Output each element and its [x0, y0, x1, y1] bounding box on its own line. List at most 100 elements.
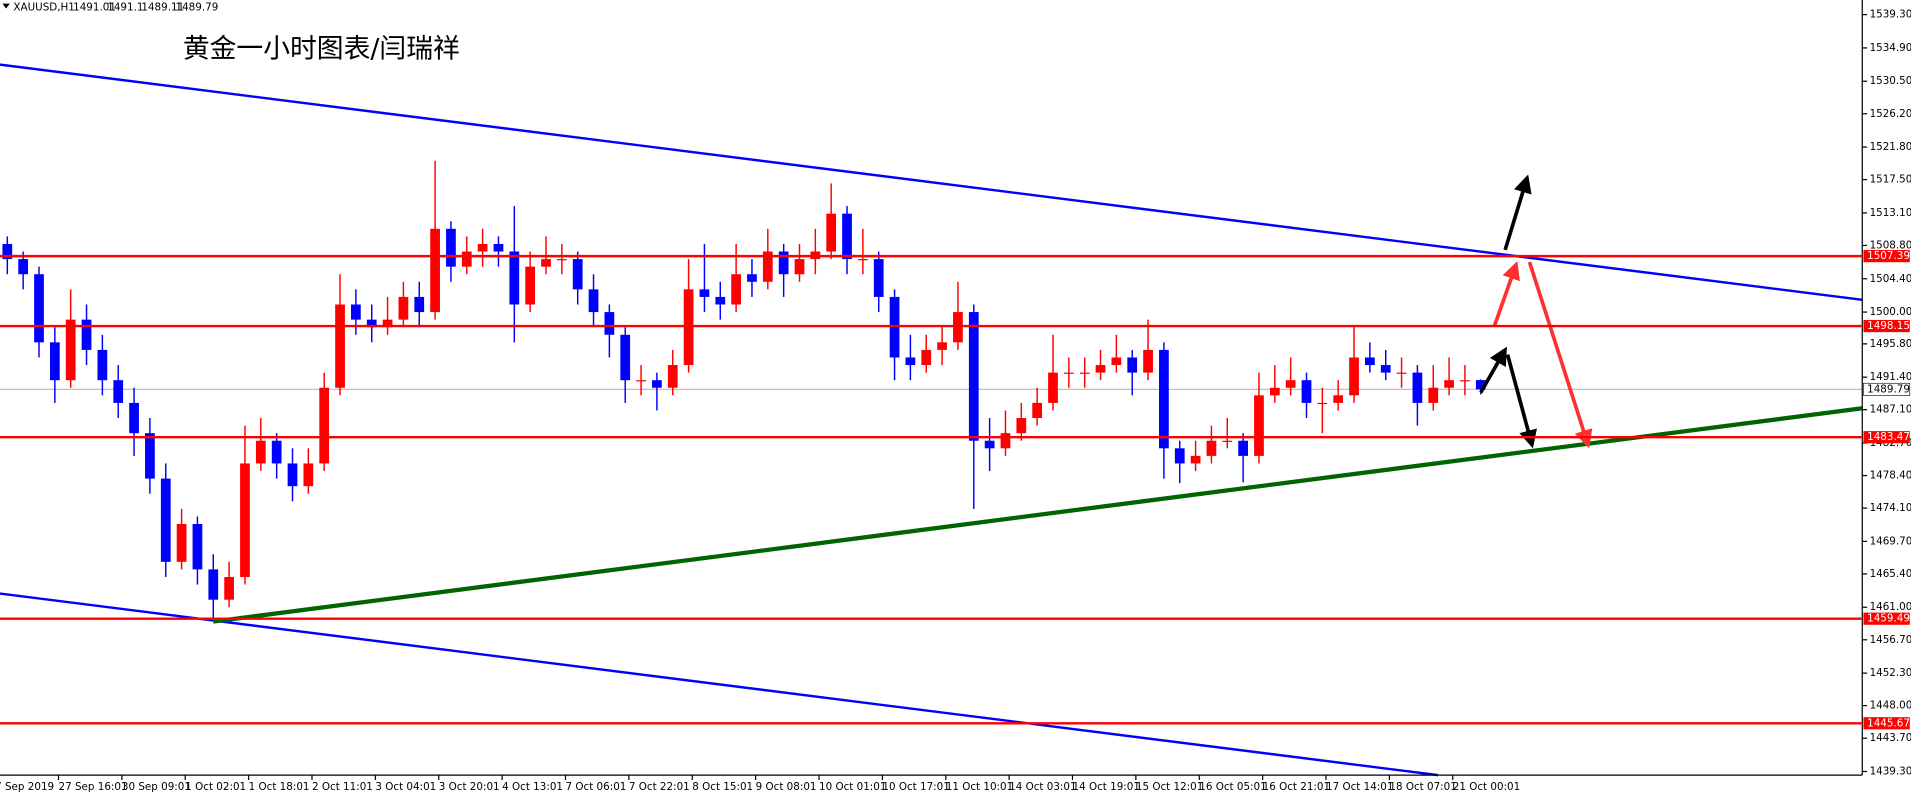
candle-body — [287, 463, 298, 487]
y-tick-label: 1500.00 — [1870, 306, 1911, 318]
arrow — [1503, 174, 1532, 251]
candle-body — [113, 380, 124, 403]
x-tick-label: 15 Oct 12:01 — [1136, 781, 1203, 793]
y-tick-label: 1469.70 — [1870, 535, 1911, 547]
x-tick-label: 11 Oct 10:01 — [946, 781, 1013, 793]
trend-line — [0, 63, 1863, 302]
candle-body — [1016, 418, 1027, 434]
candle-body — [461, 251, 472, 267]
candle-body — [556, 259, 567, 261]
x-tick-label: 8 Oct 15:01 — [692, 781, 753, 793]
candle-body — [1174, 448, 1185, 464]
candle-body — [731, 274, 741, 305]
y-tick-label: 1513.10 — [1870, 207, 1911, 219]
x-tick-label: 10 Oct 17:01 — [882, 781, 949, 793]
candle-body — [1349, 357, 1359, 396]
candle-body — [1317, 402, 1328, 405]
open: 1491.01 — [73, 1, 116, 13]
x-tick-label: 21 Oct 00:01 — [1453, 781, 1520, 793]
arrow — [1492, 261, 1520, 328]
y-tick-label: 1448.00 — [1870, 700, 1911, 712]
low: 1489.11 — [141, 1, 184, 13]
candle-body — [1127, 357, 1138, 373]
y-tick-label: 1491.40 — [1870, 371, 1911, 383]
candle-body — [97, 349, 108, 381]
candle-body — [905, 357, 916, 366]
arrow — [1479, 346, 1507, 394]
candle-body — [240, 463, 250, 577]
candle-body — [1190, 455, 1201, 464]
candle-body — [826, 213, 837, 252]
y-tick-label: 1452.30 — [1870, 667, 1911, 679]
candle-body — [65, 319, 76, 381]
x-tick-label: 14 Oct 03:01 — [1009, 781, 1076, 793]
candle-body — [984, 440, 995, 449]
candle-body — [477, 243, 488, 252]
candle-body — [335, 304, 345, 388]
y-tick-label: 1534.90 — [1870, 42, 1911, 54]
candle-body — [1380, 365, 1391, 373]
y-tick-label: 1521.80 — [1870, 141, 1911, 153]
candle-body — [18, 259, 29, 275]
candle-body — [351, 304, 361, 320]
level-tag — [1863, 612, 1910, 625]
candle-body — [1396, 372, 1407, 374]
candle-body — [652, 380, 662, 388]
candle-body — [414, 296, 425, 313]
x-tick-label: 7 Sep 2019 — [0, 781, 54, 793]
x-tick-label: 3 Oct 04:01 — [375, 781, 436, 793]
x-tick-label: 16 Oct 21:01 — [1263, 781, 1330, 793]
y-tick-label: 1504.40 — [1870, 273, 1911, 285]
arrow — [1505, 354, 1537, 449]
high: 1491.1 — [107, 1, 143, 13]
y-tick-label: 1517.50 — [1870, 174, 1911, 186]
y-tick-label: 1495.80 — [1870, 338, 1911, 350]
candle-body — [541, 259, 551, 267]
level-tag — [1863, 431, 1910, 444]
candle-body — [1475, 380, 1486, 390]
level-label: 1498.15 — [1867, 320, 1910, 332]
x-tick-label: 17 Oct 14:01 — [1326, 781, 1393, 793]
candle-body — [509, 251, 520, 305]
candle-body — [842, 213, 852, 260]
candle-body — [1032, 402, 1043, 419]
candle-body — [1238, 440, 1248, 456]
x-tick-label: 10 Oct 01:01 — [819, 781, 886, 793]
candle-body — [1143, 349, 1153, 373]
candle-body — [667, 365, 678, 388]
arrow — [1527, 261, 1593, 449]
candle-body — [1285, 380, 1296, 388]
level-label: 1483.47 — [1867, 431, 1910, 443]
candle-body — [366, 319, 377, 328]
x-tick-label: 7 Oct 06:01 — [566, 781, 627, 793]
candle-body — [1222, 440, 1233, 442]
candle-body — [715, 296, 726, 305]
x-tick-label: 7 Oct 22:01 — [629, 781, 690, 793]
y-tick-label: 1526.20 — [1870, 108, 1911, 120]
candle-body — [588, 289, 599, 313]
candle-body — [1000, 433, 1011, 449]
y-tick-label: 1443.70 — [1870, 732, 1911, 744]
candle-body — [1063, 372, 1074, 374]
candle-body — [873, 259, 884, 297]
candle-body — [382, 319, 393, 328]
y-tick-label: 1478.40 — [1870, 470, 1911, 482]
y-tick-label: 1474.10 — [1870, 502, 1911, 514]
candle-body — [937, 342, 947, 350]
candle-body — [81, 319, 92, 350]
level-tag — [1863, 250, 1910, 263]
x-tick-label: 16 Oct 05:01 — [1199, 781, 1266, 793]
header-ohlc: 1491.01 1491.1 1489.11 1489.79 — [73, 1, 218, 13]
level-label: 1507.39 — [1867, 250, 1910, 262]
y-tick-label: 1530.50 — [1870, 75, 1911, 87]
x-tick-label: 2 Oct 11:01 — [312, 781, 373, 793]
candle-body — [1079, 372, 1090, 374]
candle-body — [192, 523, 203, 570]
x-tick-label: 27 Sep 16:01 — [59, 781, 128, 793]
candle-body — [778, 251, 789, 275]
candle-body — [1365, 357, 1375, 366]
candle-body — [1460, 380, 1470, 382]
candle-body — [493, 243, 504, 252]
candle-body — [49, 342, 60, 381]
